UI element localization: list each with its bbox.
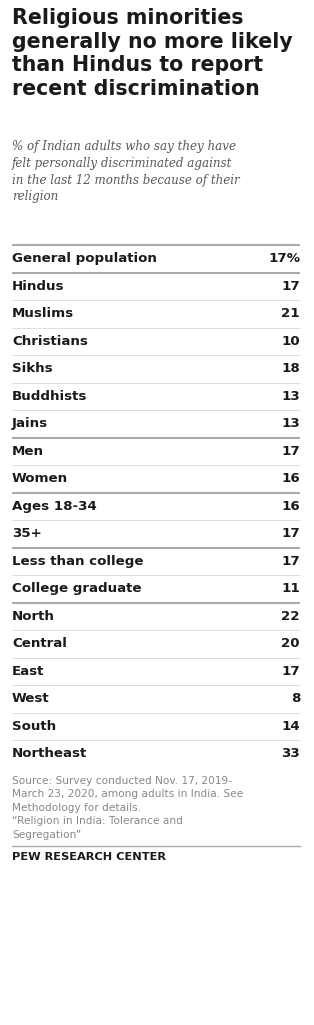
Text: North: North [12,610,55,623]
Text: 18: 18 [281,362,300,375]
Text: 16: 16 [281,500,300,512]
Text: % of Indian adults who say they have
felt personally discriminated against
in th: % of Indian adults who say they have fel… [12,140,240,203]
Text: Northeast: Northeast [12,747,87,761]
Text: PEW RESEARCH CENTER: PEW RESEARCH CENTER [12,853,166,862]
Text: Jains: Jains [12,417,48,430]
Text: 22: 22 [281,610,300,623]
Text: 11: 11 [281,582,300,596]
Text: 17%: 17% [268,252,300,265]
Text: Buddhists: Buddhists [12,390,87,403]
Text: Hindus: Hindus [12,280,64,293]
Text: 17: 17 [281,665,300,678]
Text: 17: 17 [281,555,300,568]
Text: Women: Women [12,473,68,485]
Text: College graduate: College graduate [12,582,142,596]
Text: 17: 17 [281,280,300,293]
Text: Less than college: Less than college [12,555,143,568]
Text: 16: 16 [281,473,300,485]
Text: Men: Men [12,445,44,458]
Text: 21: 21 [281,308,300,320]
Text: General population: General population [12,252,157,265]
Text: Sikhs: Sikhs [12,362,53,375]
Text: 13: 13 [281,390,300,403]
Text: West: West [12,692,50,705]
Text: Ages 18-34: Ages 18-34 [12,500,97,512]
Text: 35+: 35+ [12,527,42,540]
Text: Central: Central [12,638,67,650]
Text: Muslims: Muslims [12,308,74,320]
Text: 8: 8 [291,692,300,705]
Text: 17: 17 [281,527,300,540]
Text: Christians: Christians [12,335,88,347]
Text: East: East [12,665,44,678]
Text: South: South [12,720,56,733]
Text: Religious minorities
generally no more likely
than Hindus to report
recent discr: Religious minorities generally no more l… [12,8,293,98]
Text: 10: 10 [281,335,300,347]
Text: 33: 33 [281,747,300,761]
Text: Source: Survey conducted Nov. 17, 2019-
March 23, 2020, among adults in India. S: Source: Survey conducted Nov. 17, 2019- … [12,776,243,839]
Text: 13: 13 [281,417,300,430]
Text: 14: 14 [281,720,300,733]
Text: 17: 17 [281,445,300,458]
Text: 20: 20 [281,638,300,650]
